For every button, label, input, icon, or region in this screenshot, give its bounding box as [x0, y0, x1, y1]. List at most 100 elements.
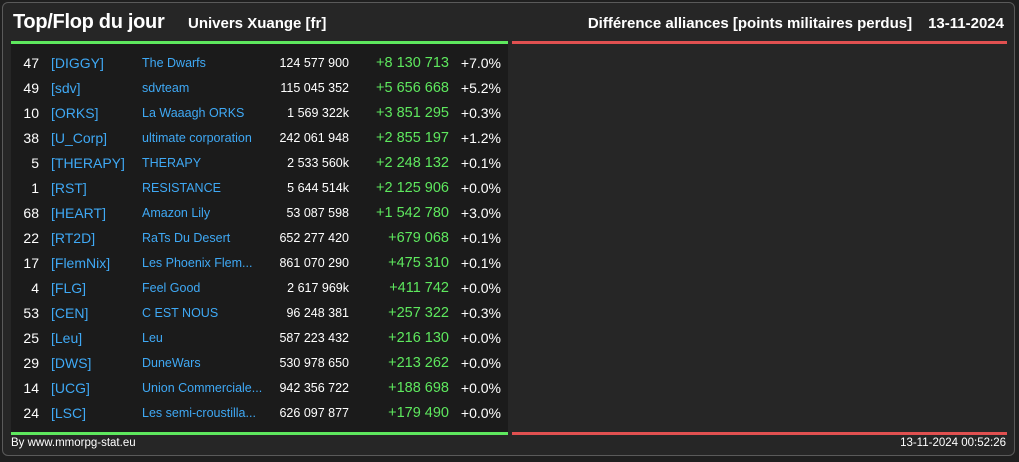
alliance-rank: 53	[23, 305, 39, 321]
table-row: 14 [UCG] Union Commerciale... 942 356 722 +1…	[11, 376, 508, 401]
alliance-rank: 5	[31, 155, 39, 171]
alliance-rank: 4	[31, 280, 39, 296]
alliance-rank: 49	[23, 80, 39, 96]
alliance-points: 5 644 514k	[287, 181, 349, 195]
table-row: 68 [HEART] Amazon Lily 53 087 598 +1 542 780…	[11, 201, 508, 226]
percent-change: +1.2%	[460, 130, 501, 146]
points-difference: +257 322	[388, 305, 449, 321]
alliance-rank: 10	[23, 105, 39, 121]
points-difference: +8 130 713	[376, 55, 449, 71]
table-row: 1 [RST] RESISTANCE 5 644 514k +2 125 906 +0.0…	[11, 176, 508, 201]
alliance-tag-link[interactable]: [FlemNix]	[51, 255, 111, 271]
alliance-points: 115 045 352	[280, 81, 349, 95]
alliance-tag-link[interactable]: [THERAPY]	[51, 155, 125, 171]
alliance-tag-link[interactable]: [LSC]	[51, 405, 87, 421]
ranking-subject: Différence alliances [points militaires …	[587, 15, 913, 32]
alliance-name-link[interactable]: THERAPY	[142, 156, 202, 170]
top-panel: 47 [DIGGY] The Dwarfs 124 577 900 +8 130 713…	[11, 41, 508, 435]
alliance-tag-link[interactable]: [RT2D]	[51, 230, 96, 246]
alliance-tag-link[interactable]: [DWS]	[51, 355, 92, 371]
alliance-name-link[interactable]: RaTs Du Desert	[142, 231, 231, 245]
alliance-points: 2 533 560k	[287, 156, 349, 170]
table-row: 29 [DWS] DuneWars 530 978 650 +213 262 +0.0%	[11, 351, 508, 376]
alliance-name-link[interactable]: ultimate corporation	[142, 131, 252, 145]
percent-change: +3.0%	[460, 205, 501, 221]
alliance-name-link[interactable]: DuneWars	[142, 356, 201, 370]
alliance-rank: 68	[23, 205, 39, 221]
alliance-name-link[interactable]: Union Commerciale...	[142, 381, 263, 395]
header-right: Différence alliances [points militaires …	[588, 15, 1004, 32]
alliance-tag-link[interactable]: [UCG]	[51, 380, 90, 396]
alliance-name-link[interactable]: Amazon Lily	[142, 206, 211, 220]
alliance-points: 587 223 432	[279, 331, 349, 345]
table-row: 25 [Leu] Leu 587 223 432 +216 130 +0.0%	[11, 326, 508, 351]
percent-change: +0.0%	[460, 380, 501, 396]
alliance-name-link[interactable]: The Dwarfs	[142, 56, 206, 70]
alliance-rank: 1	[31, 180, 39, 196]
points-difference: +475 310	[388, 255, 449, 271]
alliance-rank: 29	[23, 355, 39, 371]
alliance-points: 96 248 381	[286, 306, 349, 320]
table-row: 10 [ORKS] La Waaagh ORKS 1 569 322k +3 851 2…	[11, 101, 508, 126]
table-row: 4 [FLG] Feel Good 2 617 969k +411 742 +0.0%	[11, 276, 508, 301]
alliance-name-link[interactable]: sdvteam	[142, 81, 190, 95]
points-difference: +411 742	[389, 280, 449, 296]
alliance-tag-link[interactable]: [DIGGY]	[51, 55, 104, 71]
alliance-rank: 25	[23, 330, 39, 346]
percent-change: +0.0%	[460, 280, 501, 296]
alliance-tag-link[interactable]: [U_Corp]	[51, 130, 108, 146]
points-difference: +3 851 295	[376, 105, 449, 121]
table-row: 24 [LSC] Les semi-croustilla... 626 097 877…	[11, 401, 508, 426]
universe-label: Univers Xuange [fr]	[188, 15, 327, 32]
alliance-points: 2 617 969k	[287, 281, 349, 295]
points-difference: +179 490	[388, 405, 449, 421]
table-row: 22 [RT2D] RaTs Du Desert 652 277 420 +679 06…	[11, 226, 508, 251]
alliance-rank: 47	[23, 55, 39, 71]
points-difference: +5 656 668	[376, 80, 449, 96]
alliance-name-link[interactable]: Leu	[142, 331, 163, 345]
alliance-tag-link[interactable]: [sdv]	[51, 80, 81, 96]
percent-change: +0.3%	[460, 305, 501, 321]
points-difference: +2 855 197	[376, 130, 449, 146]
alliance-name-link[interactable]: Les Phoenix Flem...	[142, 256, 253, 270]
alliance-tag-link[interactable]: [CEN]	[51, 305, 89, 321]
header: Top/Flop du jour Univers Xuange [fr] Dif…	[13, 11, 1004, 37]
alliance-rank: 24	[23, 405, 39, 421]
alliance-points: 652 277 420	[279, 231, 349, 245]
alliance-tag-link[interactable]: [HEART]	[51, 205, 106, 221]
alliance-tag-link[interactable]: [RST]	[51, 180, 87, 196]
percent-change: +0.1%	[460, 230, 501, 246]
alliance-name-link[interactable]: C EST NOUS	[142, 306, 219, 320]
alliance-name-link[interactable]: Les semi-croustilla...	[142, 406, 256, 420]
alliance-tag-link[interactable]: [FLG]	[51, 280, 87, 296]
percent-change: +0.1%	[460, 255, 501, 271]
page-title: Top/Flop du jour	[13, 11, 165, 33]
widget-frame: Top/Flop du jour Univers Xuange [fr] Dif…	[2, 2, 1015, 456]
table-row: 53 [CEN] C EST NOUS 96 248 381 +257 322 +0.3%	[11, 301, 508, 326]
percent-change: +0.0%	[460, 330, 501, 346]
percent-change: +0.0%	[460, 405, 501, 421]
alliance-points: 530 978 650	[279, 356, 349, 370]
points-difference: +2 125 906	[376, 180, 449, 196]
flop-panel	[512, 41, 1007, 435]
top-ranking-list: 47 [DIGGY] The Dwarfs 124 577 900 +8 130 713…	[11, 51, 508, 426]
points-difference: +2 248 132	[376, 155, 449, 171]
alliance-name-link[interactable]: Feel Good	[142, 281, 201, 295]
alliance-name-link[interactable]: RESISTANCE	[142, 181, 221, 195]
ranking-date: 13-11-2024	[928, 15, 1004, 32]
percent-change: +5.2%	[460, 80, 501, 96]
points-difference: +1 542 780	[376, 205, 449, 221]
generated-timestamp: 13-11-2024 00:52:26	[900, 437, 1006, 449]
alliance-points: 1 569 322k	[287, 106, 349, 120]
alliance-name-link[interactable]: La Waaagh ORKS	[142, 106, 245, 120]
points-difference: +188 698	[388, 380, 449, 396]
alliance-rank: 17	[23, 255, 39, 271]
alliance-tag-link[interactable]: [Leu]	[51, 330, 83, 346]
table-row: 38 [U_Corp] ultimate corporation 242 061 94…	[11, 126, 508, 151]
points-difference: +216 130	[388, 330, 449, 346]
table-row: 5 [THERAPY] THERAPY 2 533 560k +2 248 132 +0.…	[11, 151, 508, 176]
percent-change: +0.0%	[460, 180, 501, 196]
percent-change: +0.3%	[460, 105, 501, 121]
percent-change: +7.0%	[460, 55, 501, 71]
alliance-tag-link[interactable]: [ORKS]	[51, 105, 99, 121]
